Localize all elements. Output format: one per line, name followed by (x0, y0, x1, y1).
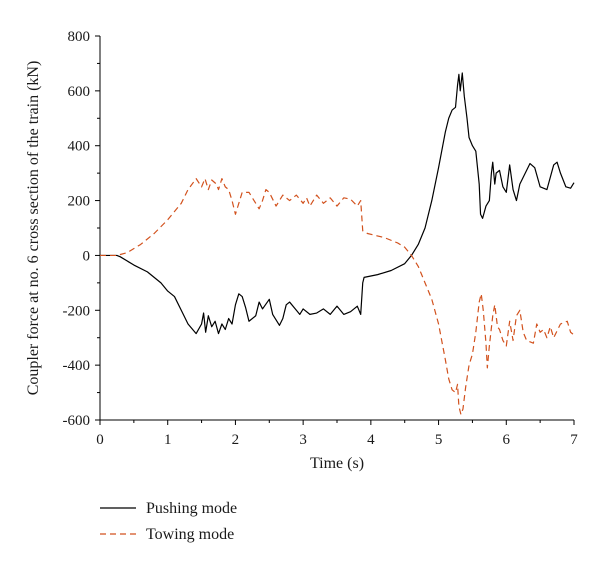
legend: Pushing mode Towing mode (100, 500, 237, 543)
y-tick-label: -600 (63, 413, 91, 429)
y-axis-label: Coupler force at no. 6 cross section of … (25, 61, 42, 396)
y-axis-ticks: -600 -400 -200 0 200 400 600 800 (63, 29, 100, 429)
y-tick-label: 600 (68, 84, 91, 100)
plot-area (99, 36, 574, 421)
x-tick-label: 0 (96, 432, 104, 448)
y-tick-label: -200 (63, 303, 91, 319)
x-tick-label: 7 (570, 432, 578, 448)
legend-label-towing-mode: Towing mode (146, 526, 234, 543)
y-tick-label: 400 (68, 139, 91, 155)
x-tick-label: 5 (435, 432, 443, 448)
x-axis-label: Time (s) (310, 455, 364, 472)
x-tick-label: 2 (232, 432, 240, 448)
y-tick-label: -400 (63, 358, 91, 374)
x-tick-label: 3 (299, 432, 307, 448)
x-axis-ticks: 0 1 2 3 4 5 6 7 (96, 420, 578, 448)
series-line-towing-mode (100, 178, 575, 416)
y-tick-label: 200 (68, 194, 91, 210)
x-tick-label: 6 (503, 432, 511, 448)
series-layer (100, 72, 575, 416)
x-tick-label: 4 (367, 432, 375, 448)
y-tick-label: 800 (68, 29, 91, 45)
legend-label-pushing-mode: Pushing mode (146, 500, 237, 517)
x-tick-label: 1 (164, 432, 172, 448)
y-tick-label: 0 (83, 248, 91, 264)
series-line-pushing-mode (100, 72, 575, 335)
